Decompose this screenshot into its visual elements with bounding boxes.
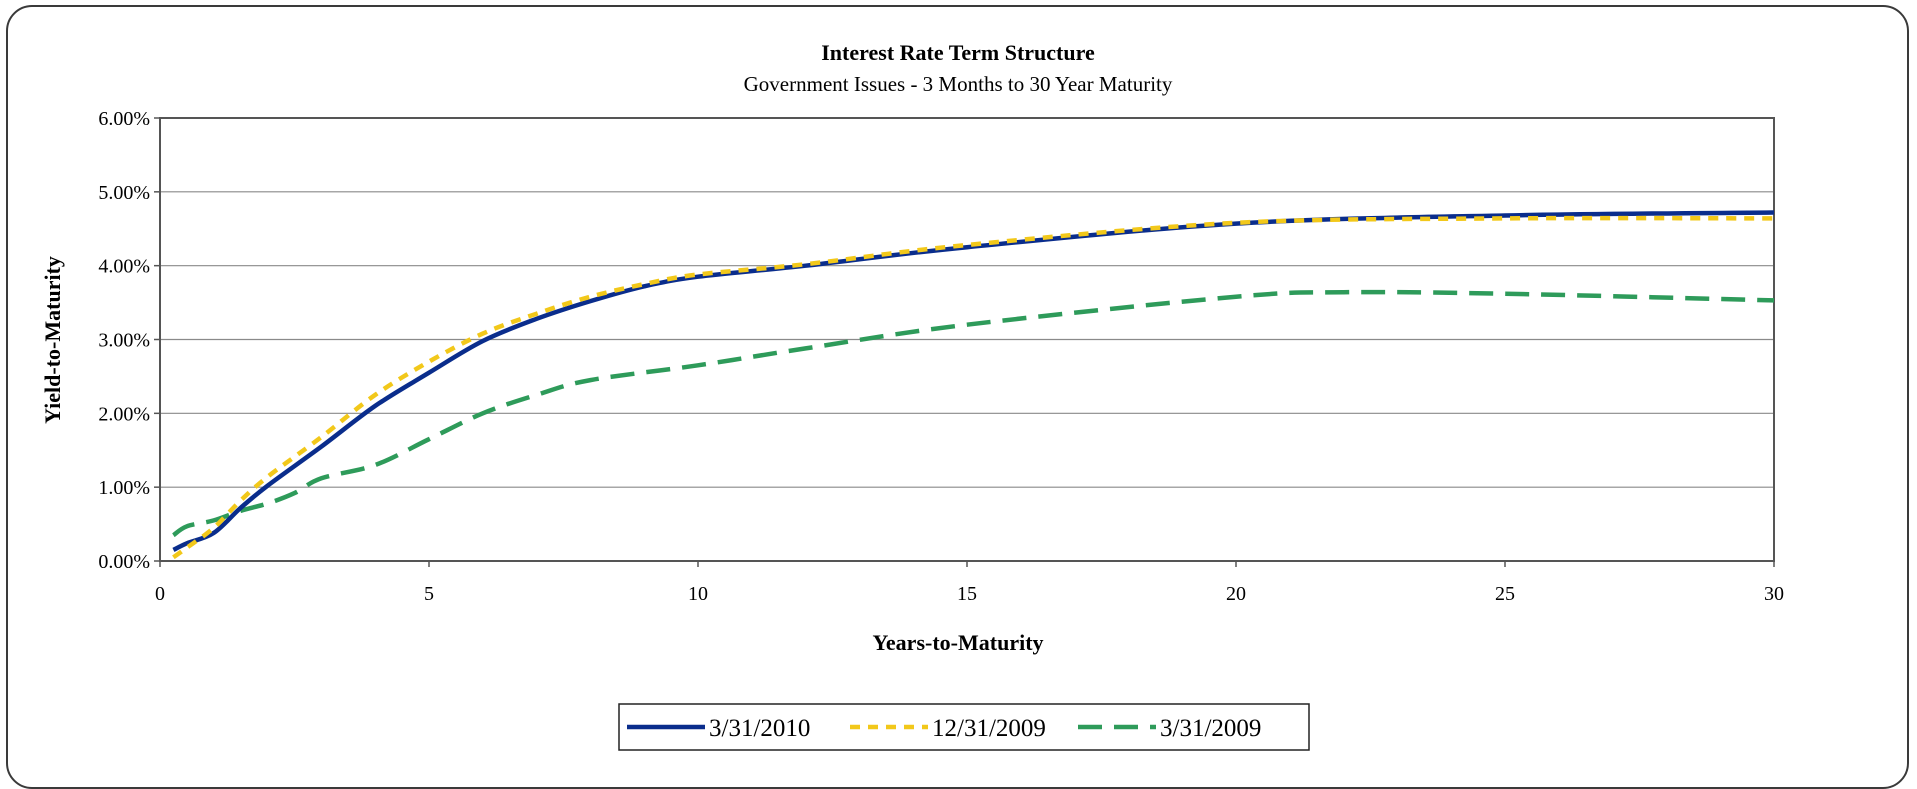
chart-subtitle: Government Issues - 3 Months to 30 Year … [744,72,1173,96]
y-tick-label-4: 4.00% [98,256,150,278]
legend-box [618,703,1310,751]
series-line-0 [172,210,1775,552]
y-tick-label-2: 2.00% [98,403,150,425]
legend-label-0: 3/31/2010 [709,715,810,742]
legend-label-2: 3/31/2009 [1160,715,1261,742]
x-tick-label-1: 5 [424,583,434,605]
x-tick-label-3: 15 [957,583,977,605]
y-tick-label-3: 3.00% [98,330,150,352]
x-tick-label-6: 30 [1764,583,1784,605]
x-axis-title: Years-to-Maturity [872,630,1043,655]
x-tick-label-4: 20 [1226,583,1246,605]
grid-lines [160,191,1774,488]
y-tick-label-1: 1.00% [98,477,150,499]
y-axis-ticks: 0.00% 1.00% 2.00% 3.00% 4.00% 5.00% 6.00% [98,108,160,573]
chart-frame [6,5,1909,789]
legend: 3/31/2010 12/31/2009 3/31/2009 [618,703,1310,751]
legend-items: 3/31/2010 12/31/2009 3/31/2009 [627,715,1261,742]
series-lines [172,210,1775,560]
x-tick-label-5: 25 [1495,583,1515,605]
y-tick-label-5: 5.00% [98,182,150,204]
y-axis-title: Yield-to-Maturity [40,256,65,424]
chart-title: Interest Rate Term Structure [821,40,1095,65]
y-tick-label-6: 6.00% [98,108,150,130]
x-tick-label-2: 10 [688,583,708,605]
x-axis-ticks: 0 5 10 15 20 25 30 [155,561,1784,605]
y-tick-label-0: 0.00% [98,551,150,573]
legend-label-1: 12/31/2009 [932,715,1046,742]
series-line-1 [172,215,1775,560]
x-tick-label-0: 0 [155,583,165,605]
series-line-2 [172,289,1775,538]
term-structure-chart: Interest Rate Term Structure Government … [40,40,1784,751]
